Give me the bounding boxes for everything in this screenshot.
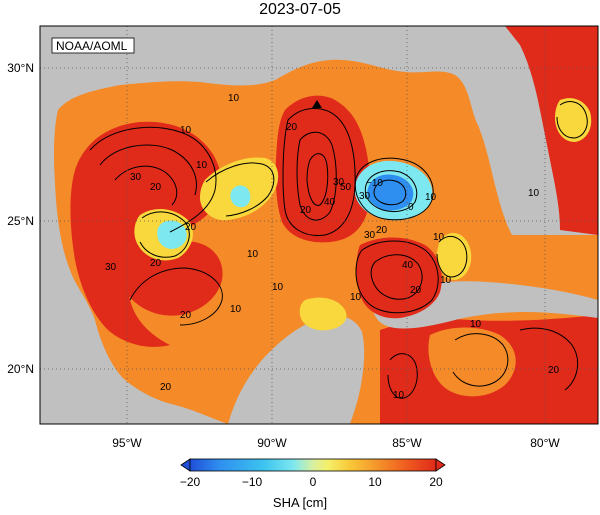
gridlines bbox=[40, 26, 598, 424]
contour-label: 10 bbox=[272, 282, 284, 293]
contour-label: 20 bbox=[286, 122, 298, 133]
colorbar-tick: −20 bbox=[180, 475, 201, 489]
contour-label: 10 bbox=[247, 249, 259, 260]
contour-label: 10 bbox=[425, 192, 437, 203]
yucatan-peninsula bbox=[228, 315, 365, 424]
florida-peninsula bbox=[455, 26, 560, 225]
x-tick-label: 80°W bbox=[530, 436, 560, 450]
map-title: 2023-07-05 bbox=[259, 1, 341, 18]
contour-label: 40 bbox=[402, 260, 414, 271]
x-tick-label: 85°W bbox=[392, 436, 422, 450]
y-tick-label: 25°N bbox=[7, 214, 34, 228]
contour-label: 10 bbox=[350, 292, 362, 303]
contour-label: 30 bbox=[359, 191, 371, 202]
colorbar-bar bbox=[189, 458, 437, 472]
contour-label: 40 bbox=[324, 197, 336, 208]
contour-lines bbox=[89, 101, 588, 399]
contour-label: 10 bbox=[528, 188, 540, 199]
contour-label: 30 bbox=[333, 177, 345, 188]
y-axis-ticks: 30°N 25°N 20°N bbox=[7, 61, 34, 376]
contour-label: 20 bbox=[160, 382, 172, 393]
contour-label: 10 bbox=[433, 232, 445, 243]
contour-label: 10 bbox=[440, 275, 452, 286]
contour-label: 20 bbox=[410, 285, 422, 296]
x-axis-ticks: 95°W 90°W 85°W 80°W bbox=[112, 436, 560, 450]
colorbar-max-arrow bbox=[435, 458, 446, 472]
contour-label: 20 bbox=[300, 205, 312, 216]
colorbar-label: SHA [cm] bbox=[272, 495, 328, 510]
eddy-south bbox=[356, 237, 442, 319]
credit-label: NOAA/AOML bbox=[56, 39, 128, 53]
credit-box bbox=[51, 37, 135, 54]
y-tick-label: 20°N bbox=[7, 362, 34, 376]
contour-label: 10 bbox=[228, 93, 240, 104]
contour-label: 10 bbox=[196, 160, 208, 171]
contour-label: 20 bbox=[548, 365, 560, 376]
colorbar-min-arrow bbox=[180, 458, 191, 472]
contour-label: 10 bbox=[180, 125, 192, 136]
y-tick-label: 30°N bbox=[7, 61, 34, 75]
yellow-patch-4 bbox=[299, 297, 347, 331]
warm-gyre-center bbox=[116, 240, 223, 316]
loop-current-core bbox=[275, 95, 371, 243]
contour-label: 30 bbox=[130, 172, 142, 183]
contour-label: 20 bbox=[376, 225, 388, 236]
contour-label: 20 bbox=[180, 310, 192, 321]
contour-label: 20 bbox=[150, 258, 162, 269]
colorbar: −20 −10 0 10 20 bbox=[180, 458, 446, 489]
colorbar-tick: 0 bbox=[310, 475, 317, 489]
contour-label: 20 bbox=[150, 182, 162, 193]
yellow-patch-3 bbox=[436, 233, 472, 280]
colorbar-tick: 20 bbox=[429, 475, 443, 489]
contour-label: 10 bbox=[393, 390, 405, 401]
contour-label: 0 bbox=[408, 202, 414, 213]
contour-label: 20 bbox=[185, 222, 197, 233]
x-tick-label: 90°W bbox=[257, 436, 287, 450]
contour-label: 50 bbox=[340, 182, 352, 193]
cold-eddy-center bbox=[230, 185, 251, 208]
caribbean-orange bbox=[428, 327, 516, 397]
colorbar-tick: −10 bbox=[242, 475, 263, 489]
contour-labels: 10 20 30 10 20 10 10 20 10 20 30 40 50 3… bbox=[105, 93, 560, 401]
contour-label: −10 bbox=[366, 178, 383, 189]
contour-label: 10 bbox=[230, 304, 242, 315]
atlantic-ocean bbox=[505, 26, 598, 235]
yellow-patch-5 bbox=[555, 98, 592, 142]
contour-label: 30 bbox=[105, 262, 117, 273]
map-frame bbox=[39, 25, 599, 425]
contour-label: 10 bbox=[470, 319, 482, 330]
colorbar-tick: 10 bbox=[368, 475, 382, 489]
x-tick-label: 95°W bbox=[112, 436, 142, 450]
contour-label: 30 bbox=[364, 230, 376, 241]
marker-triangle bbox=[312, 100, 322, 108]
